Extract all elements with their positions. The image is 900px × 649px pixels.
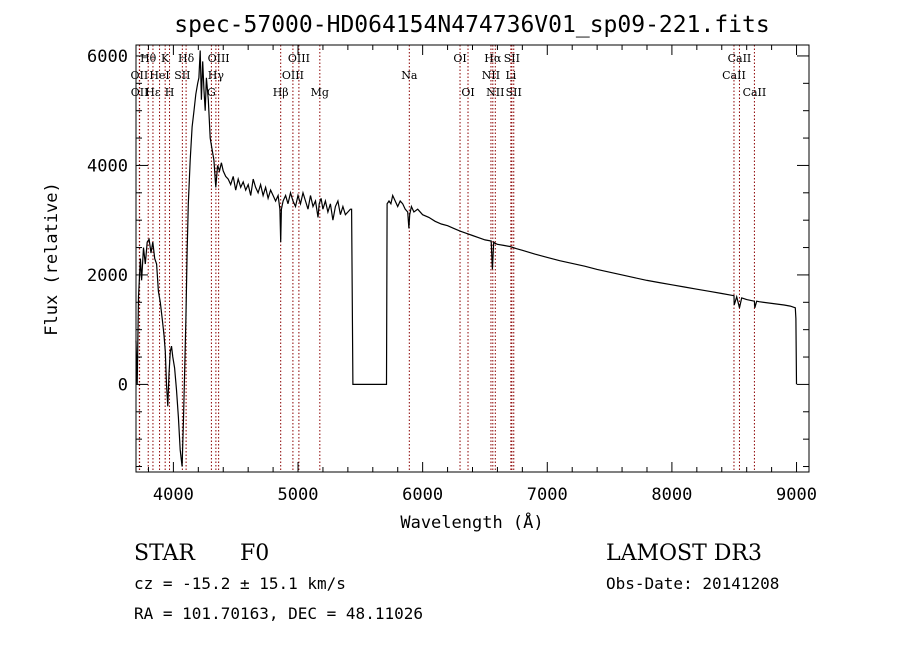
x-axis-ticks: 4000 5000 6000 7000 8000 9000 [147, 45, 817, 505]
line-label-15: Mg [311, 86, 329, 99]
line-label-27: CaII [743, 86, 767, 99]
object-class: STAR [134, 541, 196, 566]
y-axis-ticks: 0 2000 4000 6000 [87, 47, 809, 468]
line-label-21: NII [482, 69, 500, 82]
line-label-19: Hα [484, 52, 502, 65]
line-label-11: G [207, 86, 216, 99]
y-tick-label: 4000 [87, 156, 128, 176]
line-label-25: CaII [728, 52, 752, 65]
line-label-14: Hβ [273, 86, 289, 99]
line-label-26: CaII [722, 69, 746, 82]
spectrum-series-line [135, 50, 798, 467]
line-label-0: Hθ [140, 52, 157, 65]
y-axis-label: Flux (relative) [42, 182, 62, 336]
y-tick-label: 0 [118, 375, 128, 395]
line-label-6: H [165, 86, 175, 99]
line-label-7: SII [174, 69, 190, 82]
line-label-16: Na [401, 69, 418, 82]
line-label-3: Hε [145, 86, 161, 99]
observation-date: Obs-Date: 20141208 [606, 574, 779, 593]
x-tick-label: 6000 [402, 485, 443, 505]
plot-frame [135, 44, 810, 473]
line-label-17: OI [453, 52, 466, 65]
y-tick-label: 6000 [87, 47, 128, 67]
survey-name: LAMOST DR3 [606, 541, 762, 566]
line-label-20: SII [504, 52, 520, 65]
line-label-9: OIII [208, 52, 230, 65]
object-subclass: F0 [240, 541, 269, 566]
x-tick-label: 5000 [278, 485, 319, 505]
y-tick-label: 2000 [87, 266, 128, 286]
line-label-23: NII [486, 86, 504, 99]
line-label-8: Hδ [178, 52, 195, 65]
x-tick-label: 7000 [527, 485, 568, 505]
line-label-10: Hγ [208, 69, 225, 82]
line-label-2: OII [131, 86, 149, 99]
line-label-22: Li [505, 69, 516, 82]
line-label-24: SII [506, 86, 522, 99]
line-label-5: K [161, 52, 170, 65]
line-label-12: OIII [288, 52, 310, 65]
x-tick-label: 8000 [651, 485, 692, 505]
ra-dec-readout: RA = 101.70163, DEC = 48.11026 [134, 604, 423, 623]
line-label-18: OI [461, 86, 474, 99]
x-tick-label: 4000 [153, 485, 194, 505]
redshift-readout: cz = -15.2 ± 15.1 km/s [134, 574, 346, 593]
line-label-1: OII [131, 69, 149, 82]
line-label-4: HeI [149, 69, 169, 82]
x-tick-label: 9000 [776, 485, 817, 505]
chart-title: spec-57000-HD064154N474736V01_sp09-221.f… [174, 12, 769, 38]
line-label-13: OIII [282, 69, 304, 82]
x-axis-label: Wavelength (Å) [400, 511, 543, 533]
spectral-line-markers [138, 45, 755, 472]
